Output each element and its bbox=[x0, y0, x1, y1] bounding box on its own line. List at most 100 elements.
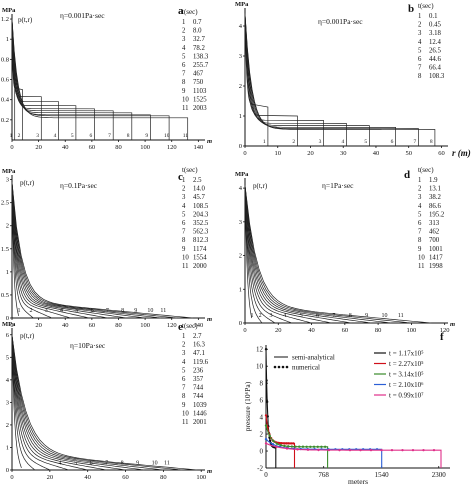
y-tick-label: 1 bbox=[6, 269, 9, 276]
data-point bbox=[265, 379, 268, 382]
legend-value: 744 bbox=[193, 385, 204, 392]
series-line bbox=[11, 335, 183, 471]
legend-value: 1417 bbox=[429, 254, 443, 261]
series-line bbox=[244, 185, 432, 324]
legend-index: 3 bbox=[182, 36, 186, 43]
data-point bbox=[283, 442, 287, 445]
data-point bbox=[290, 442, 293, 445]
legend-series-name: t = 3.14x10⁵ bbox=[389, 371, 424, 379]
legend-index: 1 bbox=[182, 19, 185, 26]
data-point bbox=[323, 445, 327, 448]
series-line bbox=[11, 335, 145, 471]
viscosity-annotation: η=0.001Pa·sec bbox=[318, 17, 363, 26]
y-tick-label: 0 bbox=[6, 467, 9, 474]
data-point bbox=[287, 442, 290, 445]
legend-value: 12.4 bbox=[429, 39, 441, 46]
curve-number: 4 bbox=[283, 313, 286, 319]
y-tick-label: 0 bbox=[239, 320, 242, 327]
curve-label: p(t,r) bbox=[18, 16, 33, 24]
y-tick-label: 6 bbox=[260, 397, 264, 405]
curve-number: 8 bbox=[430, 139, 433, 145]
x-tick-label: 80 bbox=[115, 322, 122, 329]
data-point bbox=[320, 445, 323, 448]
legend-value: 0.45 bbox=[429, 22, 441, 29]
series-line bbox=[11, 182, 71, 319]
legend-value: 66.4 bbox=[429, 65, 441, 72]
legend-index: 7 bbox=[418, 229, 422, 236]
legend-index: 7 bbox=[418, 65, 422, 72]
legend-value: 467 bbox=[193, 71, 204, 78]
data-point bbox=[280, 442, 283, 445]
x-tick-label: 60 bbox=[89, 322, 96, 329]
legend-value: 138.3 bbox=[193, 53, 209, 60]
data-point bbox=[285, 442, 288, 445]
curve-number: 1 bbox=[250, 313, 253, 319]
legend-index: 1 bbox=[418, 13, 421, 20]
legend-value: 1039 bbox=[193, 402, 207, 409]
legend-index: 1 bbox=[418, 177, 421, 184]
x-tick-label: 20 bbox=[35, 144, 42, 151]
legend-title: t(sec) bbox=[418, 2, 434, 10]
x-tick-label: 120 bbox=[167, 144, 177, 151]
data-point bbox=[264, 424, 268, 427]
series-line bbox=[244, 185, 332, 324]
legend-value: 1103 bbox=[193, 88, 207, 95]
legend-label: semi-analytical bbox=[292, 354, 335, 362]
legend-index: 8 bbox=[182, 393, 186, 400]
legend-index: 11 bbox=[182, 263, 189, 270]
legend-index: 6 bbox=[182, 220, 186, 227]
legend-index: 11 bbox=[182, 105, 189, 112]
legend-index: 2 bbox=[418, 186, 422, 193]
data-point bbox=[264, 442, 268, 445]
legend-value: 2003 bbox=[193, 105, 207, 112]
legend-index: 2 bbox=[182, 186, 186, 193]
series-line bbox=[244, 185, 392, 324]
legend-value: 1998 bbox=[429, 263, 443, 270]
curve-number: 7 bbox=[106, 308, 109, 314]
x-unit: m bbox=[207, 138, 212, 145]
data-point bbox=[359, 448, 362, 452]
y-tick-label: 3 bbox=[6, 399, 9, 406]
data-point bbox=[294, 445, 297, 448]
data-point bbox=[266, 415, 269, 418]
legend-value: 45.7 bbox=[193, 194, 205, 201]
data-point bbox=[268, 434, 271, 437]
curve-label: p(t,r) bbox=[253, 182, 268, 190]
panel-letter-d: d bbox=[404, 169, 410, 181]
legend-index: 10 bbox=[418, 254, 425, 261]
series-line bbox=[11, 18, 151, 140]
curve-number: 10 bbox=[152, 460, 158, 466]
y-tick-label: 0.5 bbox=[1, 292, 9, 299]
y-tick-label: 4 bbox=[6, 377, 10, 384]
y-tick-label: 0.4 bbox=[1, 97, 10, 104]
series-line bbox=[265, 442, 442, 468]
data-point bbox=[275, 445, 278, 449]
legend-value: 86.6 bbox=[429, 203, 441, 210]
y-tick-label: 5 bbox=[6, 354, 9, 361]
curve-number: 3 bbox=[36, 133, 39, 139]
series-line bbox=[11, 335, 107, 471]
series-line bbox=[11, 18, 189, 140]
x-tick-label: 20 bbox=[35, 322, 42, 329]
legend-index: 9 bbox=[418, 246, 422, 253]
x-tick-label: 0 bbox=[243, 150, 246, 157]
curve-number: 2 bbox=[29, 308, 32, 314]
y-tick-label: 10 bbox=[256, 363, 264, 371]
series-line bbox=[11, 18, 133, 140]
data-point bbox=[411, 448, 415, 452]
y-tick-label: 1 bbox=[6, 444, 9, 451]
data-point bbox=[305, 445, 308, 448]
legend-index: 2 bbox=[182, 342, 186, 349]
series-line bbox=[244, 13, 370, 146]
data-point bbox=[296, 448, 299, 451]
data-point bbox=[285, 447, 289, 450]
curve-number: 5 bbox=[75, 308, 78, 314]
data-point bbox=[317, 448, 320, 452]
data-point bbox=[306, 448, 310, 451]
legend-value: 204.3 bbox=[193, 211, 209, 218]
legend-index: 4 bbox=[182, 359, 186, 366]
curve-number: 3 bbox=[45, 308, 48, 314]
legend-value: 16.3 bbox=[193, 342, 205, 349]
data-point bbox=[312, 445, 316, 448]
